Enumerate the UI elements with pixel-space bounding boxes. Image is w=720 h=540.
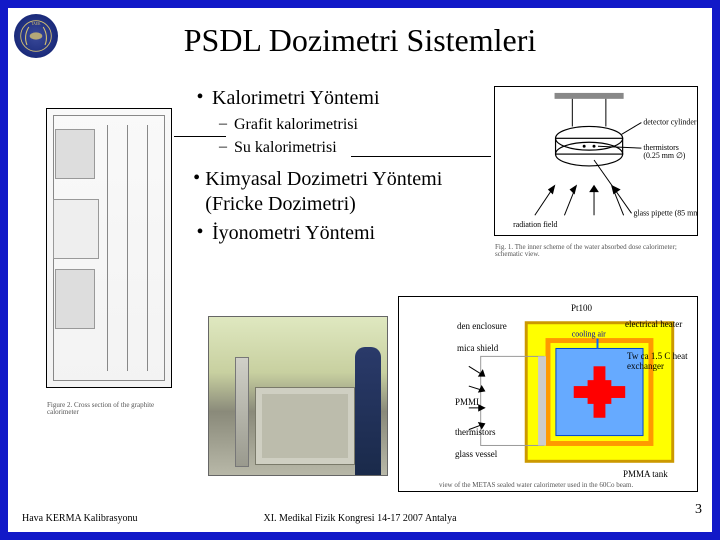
label-elec: electrical heater	[625, 319, 682, 329]
bullet-item: • İyonometri Yöntemi	[188, 221, 488, 246]
svg-text:radiation field: radiation field	[513, 220, 557, 229]
connector-line	[351, 156, 491, 157]
page-number: 3	[695, 502, 702, 518]
logo: TAEK	[14, 14, 58, 58]
svg-text:detector cylinder: detector cylinder	[643, 117, 697, 126]
bullet-text: Kimyasal Dozimetri Yöntemi (Fricke Dozim…	[205, 167, 488, 217]
label-heat: Tw ca 1.5 C heat exchanger	[627, 351, 697, 371]
svg-text:TAEK: TAEK	[31, 22, 41, 26]
bullet-item: • Kimyasal Dozimetri Yöntemi (Fricke Doz…	[188, 167, 488, 217]
figure-left-crosssection: Figure 2. Cross section of the graphite …	[46, 108, 172, 388]
label-pmmi: PMMI	[455, 397, 479, 407]
figure-calorimeter-schematic: cooling air Pt100 den enclosure mica shi…	[398, 296, 698, 492]
footer-center: XI. Medikal Fizik Kongresi 14-17 2007 An…	[8, 513, 712, 524]
dash-marker: –	[212, 138, 234, 156]
bullet-text: İyonometri Yöntemi	[212, 221, 375, 246]
bullet-item: • Kalorimetri Yöntemi	[188, 86, 488, 111]
figure-photo-lab	[208, 316, 388, 476]
bullet-content: • Kalorimetri Yöntemi – Grafit kalorimet…	[188, 86, 488, 250]
bullet-marker: •	[188, 167, 205, 190]
dash-marker: –	[212, 115, 234, 133]
sub-bullet-item: – Grafit kalorimetrisi	[212, 115, 488, 136]
slide: TAEK PSDL Dozimetri Sistemleri Figure 2.…	[8, 8, 712, 532]
bullet-text: Kalorimetri Yöntemi	[212, 86, 380, 111]
svg-text:(0.25 mm ∅): (0.25 mm ∅)	[643, 151, 685, 160]
slide-title: PSDL Dozimetri Sistemleri	[8, 22, 712, 59]
label-bottom-caption: view of the METAS sealed water calorimet…	[439, 481, 633, 489]
label-pt100: Pt100	[571, 303, 592, 313]
label-pmma: PMMA tank	[623, 469, 668, 479]
label-glass: glass vessel	[455, 449, 497, 459]
figure-tr-caption: Fig. 1. The inner scheme of the water ab…	[495, 244, 697, 259]
svg-text:glass pipette (85 mm ∅): glass pipette (85 mm ∅)	[633, 208, 697, 217]
laurel-icon: TAEK	[18, 18, 54, 54]
bullet-marker: •	[188, 221, 212, 244]
label-therm: thermistors	[455, 427, 496, 437]
label-den: den enclosure	[457, 321, 507, 331]
sub-bullet-text: Grafit kalorimetrisi	[234, 115, 358, 136]
svg-text:cooling air: cooling air	[572, 330, 606, 339]
label-mica: mica shield	[457, 343, 498, 353]
figure-top-right-schematic: detector cylinder thermistors (0.25 mm ∅…	[494, 86, 698, 236]
figure-left-caption: Figure 2. Cross section of the graphite …	[47, 402, 171, 417]
bullet-marker: •	[188, 86, 212, 109]
sub-bullet-text: Su kalorimetrisi	[234, 138, 337, 159]
